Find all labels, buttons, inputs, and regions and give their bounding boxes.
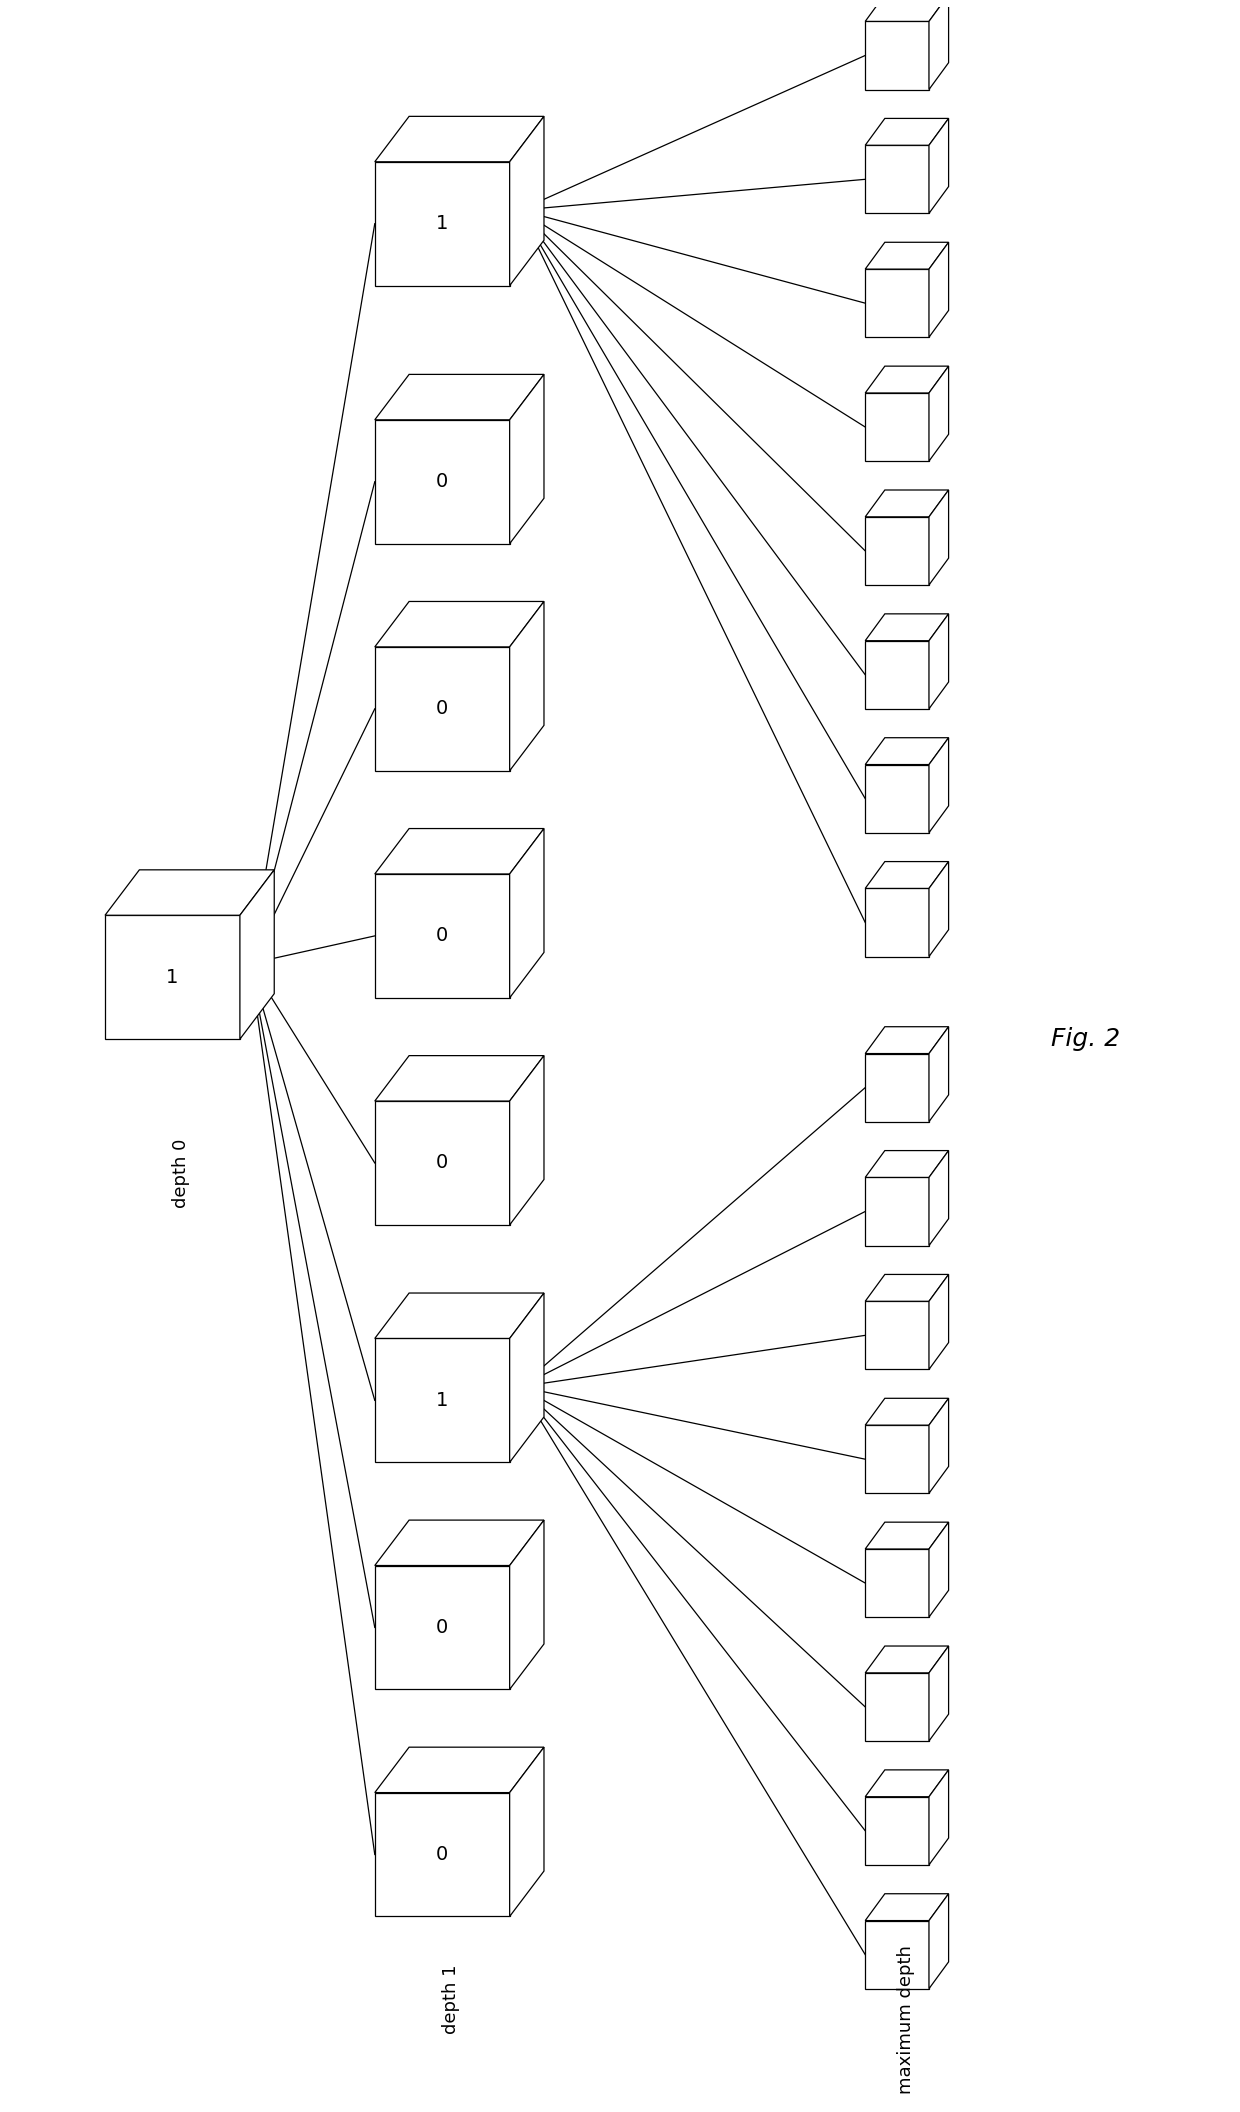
Text: maximum depth: maximum depth (897, 1945, 915, 2095)
Polygon shape (929, 862, 949, 957)
Polygon shape (374, 1747, 544, 1793)
Polygon shape (929, 118, 949, 213)
Polygon shape (866, 146, 929, 213)
Text: 1: 1 (436, 1392, 449, 1411)
Polygon shape (866, 1523, 949, 1548)
Polygon shape (866, 1548, 929, 1618)
Text: 0: 0 (436, 1846, 449, 1865)
Text: Fig. 2: Fig. 2 (1052, 1026, 1121, 1052)
Polygon shape (929, 1523, 949, 1618)
Polygon shape (374, 1521, 544, 1565)
Polygon shape (510, 1747, 544, 1916)
Text: 0: 0 (436, 1618, 449, 1637)
Text: 0: 0 (436, 473, 449, 492)
Polygon shape (866, 243, 949, 268)
Polygon shape (105, 914, 239, 1039)
Polygon shape (929, 1398, 949, 1493)
Polygon shape (374, 1339, 510, 1462)
Polygon shape (929, 1894, 949, 1990)
Polygon shape (866, 1054, 929, 1121)
Polygon shape (510, 1293, 544, 1462)
Polygon shape (929, 1026, 949, 1121)
Polygon shape (866, 1176, 929, 1246)
Polygon shape (929, 1770, 949, 1865)
Polygon shape (866, 1920, 929, 1990)
Polygon shape (866, 490, 949, 517)
Polygon shape (374, 420, 510, 543)
Polygon shape (866, 765, 929, 832)
Polygon shape (374, 646, 510, 771)
Polygon shape (866, 1645, 949, 1673)
Text: 0: 0 (436, 699, 449, 718)
Text: 1: 1 (436, 213, 449, 232)
Polygon shape (866, 365, 949, 393)
Polygon shape (929, 737, 949, 832)
Polygon shape (374, 1056, 544, 1100)
Polygon shape (866, 1673, 929, 1740)
Polygon shape (929, 0, 949, 89)
Polygon shape (374, 374, 544, 420)
Text: 0: 0 (436, 927, 449, 946)
Polygon shape (866, 737, 949, 765)
Polygon shape (866, 1301, 929, 1369)
Polygon shape (929, 243, 949, 338)
Polygon shape (866, 1426, 929, 1493)
Polygon shape (374, 1100, 510, 1225)
Polygon shape (510, 1521, 544, 1690)
Polygon shape (866, 393, 929, 460)
Polygon shape (510, 828, 544, 997)
Polygon shape (374, 602, 544, 646)
Polygon shape (510, 374, 544, 543)
Polygon shape (866, 640, 929, 710)
Text: depth 1: depth 1 (443, 1964, 460, 2034)
Polygon shape (929, 490, 949, 585)
Polygon shape (105, 870, 274, 914)
Polygon shape (929, 1645, 949, 1740)
Polygon shape (866, 615, 949, 640)
Polygon shape (374, 1793, 510, 1916)
Polygon shape (866, 118, 949, 146)
Polygon shape (866, 0, 949, 21)
Polygon shape (929, 1151, 949, 1246)
Polygon shape (866, 889, 929, 957)
Text: 0: 0 (436, 1153, 449, 1172)
Polygon shape (866, 1797, 929, 1865)
Polygon shape (929, 615, 949, 710)
Polygon shape (374, 828, 544, 874)
Polygon shape (866, 21, 929, 89)
Polygon shape (374, 874, 510, 997)
Polygon shape (374, 116, 544, 163)
Text: 1: 1 (166, 967, 179, 986)
Polygon shape (510, 116, 544, 285)
Polygon shape (866, 1274, 949, 1301)
Polygon shape (929, 365, 949, 460)
Polygon shape (374, 1565, 510, 1690)
Polygon shape (929, 1274, 949, 1369)
Polygon shape (866, 1151, 949, 1176)
Polygon shape (374, 1293, 544, 1339)
Polygon shape (866, 1026, 949, 1054)
Polygon shape (866, 517, 929, 585)
Polygon shape (866, 1894, 949, 1920)
Polygon shape (866, 268, 929, 338)
Polygon shape (510, 602, 544, 771)
Polygon shape (239, 870, 274, 1039)
Polygon shape (866, 1770, 949, 1797)
Polygon shape (866, 1398, 949, 1426)
Polygon shape (374, 163, 510, 285)
Polygon shape (510, 1056, 544, 1225)
Text: depth 0: depth 0 (172, 1138, 191, 1208)
Polygon shape (866, 862, 949, 889)
